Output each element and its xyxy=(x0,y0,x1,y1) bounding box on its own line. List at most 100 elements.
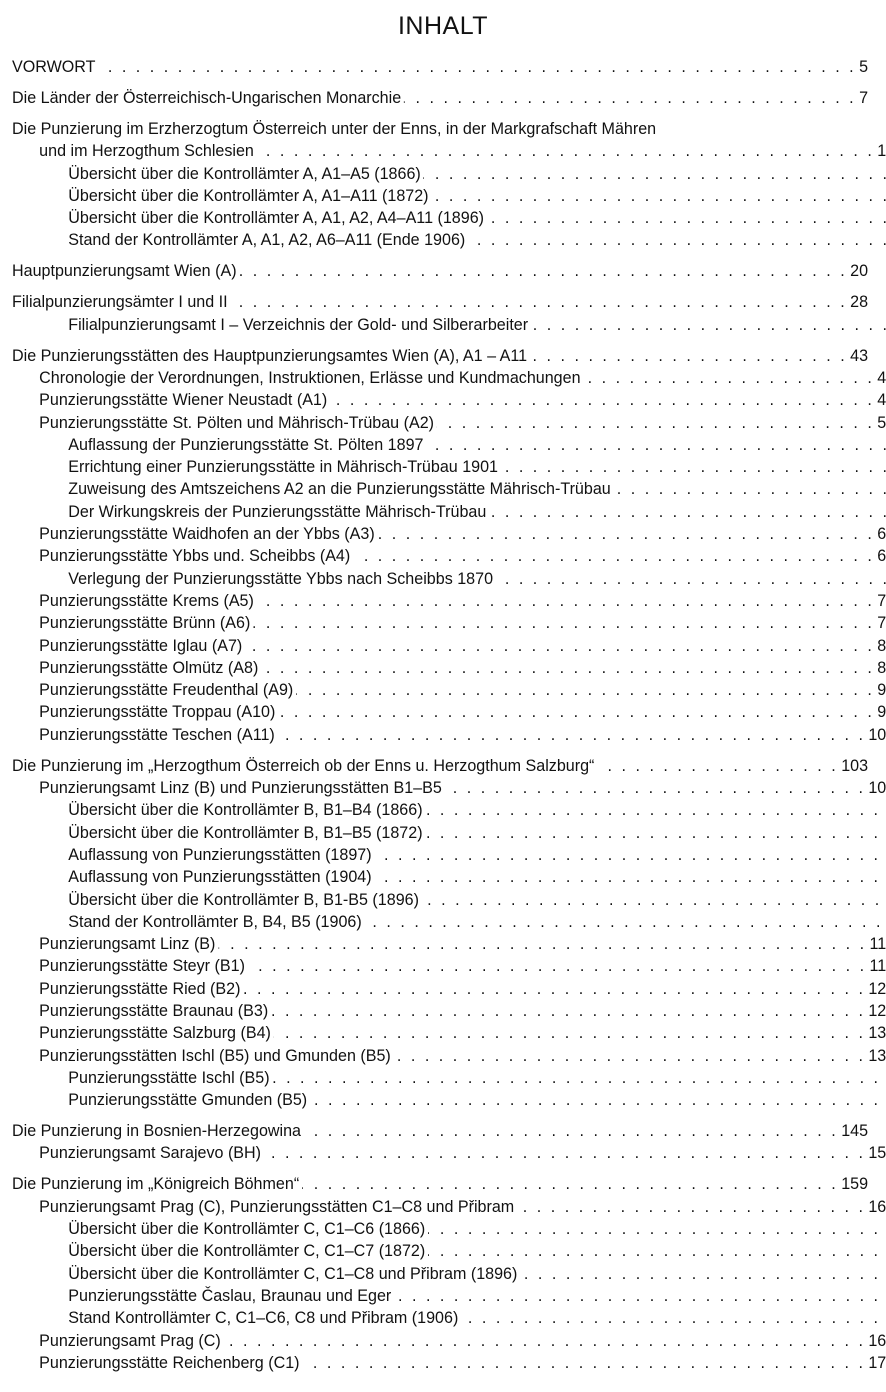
dot-leader xyxy=(375,866,886,888)
entry-title: Stand der Kontrollämter B, B4, B5 (1906) xyxy=(68,911,362,931)
entry-title: Die Punzierungsstätten des Hauptpunzieru… xyxy=(12,345,528,365)
toc-entry[interactable]: Die Punzierungsstätten des Hauptpunzieru… xyxy=(12,345,868,367)
toc-entry[interactable]: Übersicht über die Kontrollämter A, A1–A… xyxy=(12,163,886,185)
entry-title: Auflassung der Punzierungsstätte St. Pöl… xyxy=(68,434,424,454)
page-number: 46 xyxy=(877,390,886,410)
toc-entry[interactable]: Punzierungsstätte Wiener Neustadt (A1) 46 xyxy=(12,389,886,411)
dot-leader xyxy=(257,140,875,162)
toc-entry[interactable]: Filialpunzierungsämter I und II 28 xyxy=(12,291,868,313)
entry-title: Übersicht über die Kontrollämter A, A1, … xyxy=(68,208,485,228)
toc-entry[interactable]: VORWORT 5 xyxy=(12,56,868,78)
page-number: 76 xyxy=(877,613,886,633)
toc-entry[interactable]: Punzierungsstätte Freudenthal (A9) 92 xyxy=(12,679,886,701)
dot-leader xyxy=(224,1330,866,1352)
toc-entry[interactable]: Stand Kontrollämter C, C1–C6, C8 und Při… xyxy=(12,1307,886,1329)
toc-entry[interactable]: Punzierungsamt Linz (B) 112 xyxy=(12,933,886,955)
dot-leader xyxy=(614,478,886,500)
toc-entry[interactable]: Punzierungsstätte Krems (A5) 72 xyxy=(12,590,886,612)
page-number: 62 xyxy=(877,524,886,544)
toc-section: Die Punzierung in Bosnien-Herzegowina 145… xyxy=(12,1120,886,1165)
toc-entry[interactable]: Punzierungsamt Sarajevo (BH) 156 xyxy=(12,1142,886,1164)
entry-title: Punzierungsstätte Braunau (B3) xyxy=(39,1001,269,1020)
dot-leader xyxy=(422,889,886,911)
toc-entry[interactable]: Übersicht über die Kontrollämter A, A1–A… xyxy=(12,185,886,207)
dot-leader xyxy=(428,1240,886,1262)
entry-title: Punzierungsstätte St. Pölten und Mährisc… xyxy=(39,412,435,432)
entry-title: Punzierungsstätte Freudenthal (A9) xyxy=(39,680,294,700)
entry-title: Punzierungsamt Linz (B) xyxy=(39,934,216,954)
toc-entry[interactable]: Stand der Kontrollämter B, B4, B5 (1906)… xyxy=(12,911,886,933)
toc-entry[interactable]: Punzierungsstätte Gmunden (B5)142 xyxy=(12,1089,886,1111)
entry-title: Punzierungsstätte Wiener Neustadt (A1) xyxy=(39,390,328,410)
page-number: 88 xyxy=(877,657,886,677)
toc-entry[interactable]: Auflassung der Punzierungsstätte St. Pöl… xyxy=(12,434,886,456)
page-number: 134 xyxy=(868,1045,886,1065)
toc-entry[interactable]: Zuweisung des Amtszeichens A2 an die Pun… xyxy=(12,478,886,500)
entry-title: Verlegung der Punzierungsstätte Ybbs nac… xyxy=(68,568,494,588)
entry-title: Filialpunzierungsämter I und II xyxy=(12,292,228,312)
toc-entry[interactable]: Auflassung von Punzierungsstätten (1904)… xyxy=(12,866,886,888)
toc-entry[interactable]: Errichtung einer Punzierungsstätte in Mä… xyxy=(12,456,886,478)
page-number: 92 xyxy=(877,680,886,700)
entry-title: Punzierungsstätte Salzburg (B4) xyxy=(39,1023,271,1043)
toc-entry[interactable]: Chronologie der Verordnungen, Instruktio… xyxy=(12,367,886,389)
toc-entry[interactable]: Punzierungsamt Prag (C), Punzierungsstät… xyxy=(12,1196,886,1218)
toc-entry[interactable]: Punzierungsstätte Salzburg (B4) 130 xyxy=(12,1022,886,1044)
toc-entry[interactable]: Der Wirkungskreis der Punzierungsstätte … xyxy=(12,501,886,523)
toc-entry[interactable]: Punzierungsstätte Brünn (A6) 76 xyxy=(12,612,886,634)
page-number: 43 xyxy=(850,345,869,365)
dot-leader xyxy=(428,1218,886,1240)
toc-entry[interactable]: Die Länder der Österreichisch-Ungarische… xyxy=(12,87,868,109)
toc-entry[interactable]: Punzierungsstätte Steyr (B1) 118 xyxy=(12,955,886,977)
toc-entry[interactable]: und im Herzogthum Schlesien 10 xyxy=(12,140,886,162)
dot-leader xyxy=(245,635,874,657)
toc-entry[interactable]: Punzierungsstätte Reichenberg (C1) 174 xyxy=(12,1352,886,1374)
page-number: 50 xyxy=(877,412,886,432)
toc-entry[interactable]: Punzierungsamt Linz (B) und Punzierungss… xyxy=(12,777,886,799)
dot-leader xyxy=(424,163,886,185)
toc-entry[interactable]: Punzierungsstätte Teschen (A11) 100 xyxy=(12,724,886,746)
toc-entry[interactable]: Übersicht über die Kontrollämter B, B1-B… xyxy=(12,889,886,911)
table-of-contents: VORWORT 5 Die Länder der Österreichisch-Un… xyxy=(12,56,886,1374)
entry-title: Punzierungsstätte Ybbs und. Scheibbs (A4… xyxy=(39,546,351,566)
entry-title: Der Wirkungskreis der Punzierungsstätte … xyxy=(68,501,487,521)
toc-entry[interactable]: Übersicht über die Kontrollämter A, A1, … xyxy=(12,207,886,229)
dot-leader xyxy=(278,724,866,746)
toc-entry[interactable]: Die Punzierung im „Königreich Böhmen“ 159 xyxy=(12,1173,868,1195)
toc-entry[interactable]: Hauptpunzierungsamt Wien (A) 20 xyxy=(12,260,868,282)
dot-leader xyxy=(261,657,874,679)
toc-entry[interactable]: Stand der Kontrollämter A, A1, A2, A6–A1… xyxy=(12,229,886,251)
toc-entry[interactable]: Punzierungsstätte Olmütz (A8) 88 xyxy=(12,657,886,679)
toc-entry[interactable]: Filialpunzierungsamt I – Verzeichnis der… xyxy=(12,314,886,336)
dot-leader xyxy=(378,523,875,545)
page-number: 7 xyxy=(859,87,869,107)
toc-entry[interactable]: Punzierungsstätte Troppau (A10) 96 xyxy=(12,701,886,723)
toc-entry[interactable]: Punzierungsstätte Iglau (A7) 84 xyxy=(12,635,886,657)
toc-entry[interactable]: Übersicht über die Kontrollämter C, C1–C… xyxy=(12,1218,886,1240)
toc-entry[interactable]: Punzierungsstätte Ried (B2) 122 xyxy=(12,978,886,1000)
toc-entry[interactable]: Punzierungsamt Prag (C) 168 xyxy=(12,1330,886,1352)
entry-title: Punzierungsstätte Ried (B2) xyxy=(39,978,241,998)
toc-entry[interactable]: Verlegung der Punzierungsstätte Ybbs nac… xyxy=(12,568,886,590)
toc-entry[interactable]: Die Punzierung im „Herzogthum Österreich… xyxy=(12,755,868,777)
toc-entry[interactable]: Übersicht über die Kontrollämter C, C1–C… xyxy=(12,1263,886,1285)
toc-entry[interactable]: Punzierungsstätte Waidhofen an der Ybbs … xyxy=(12,523,886,545)
toc-entry[interactable]: Auflassung von Punzierungsstätten (1897)… xyxy=(12,844,886,866)
toc-entry[interactable]: Übersicht über die Kontrollämter B, B1–B… xyxy=(12,822,886,844)
toc-entry[interactable]: Punzierungsstätte Ischl (B5)138 xyxy=(12,1067,886,1089)
dot-leader xyxy=(278,701,874,723)
page-number: 72 xyxy=(877,590,886,610)
toc-entry[interactable]: Übersicht über die Kontrollämter B, B1–B… xyxy=(12,799,886,821)
page-number: 5 xyxy=(859,57,869,76)
dot-leader xyxy=(404,87,856,109)
toc-entry[interactable]: Punzierungsstätte Braunau (B3) 126 xyxy=(12,1000,886,1022)
toc-entry[interactable]: Punzierungsstätten Ischl (B5) und Gmunde… xyxy=(12,1045,886,1067)
dot-leader xyxy=(231,291,848,313)
toc-entry[interactable]: Punzierungsstätte St. Pölten und Mährisc… xyxy=(12,412,886,434)
toc-entry[interactable]: Übersicht über die Kontrollämter C, C1–C… xyxy=(12,1240,886,1262)
toc-entry[interactable]: Punzierungsstätte Časlau, Braunau und Eg… xyxy=(12,1285,886,1307)
toc-entry[interactable]: Die Punzierung in Bosnien-Herzegowina 145 xyxy=(12,1120,868,1142)
entry-title: Punzierungsstätte Waidhofen an der Ybbs … xyxy=(39,524,375,544)
toc-section: Die Punzierung im Erzherzogtum Österreic… xyxy=(12,118,886,252)
toc-entry[interactable]: Punzierungsstätte Ybbs und. Scheibbs (A4… xyxy=(12,545,886,567)
